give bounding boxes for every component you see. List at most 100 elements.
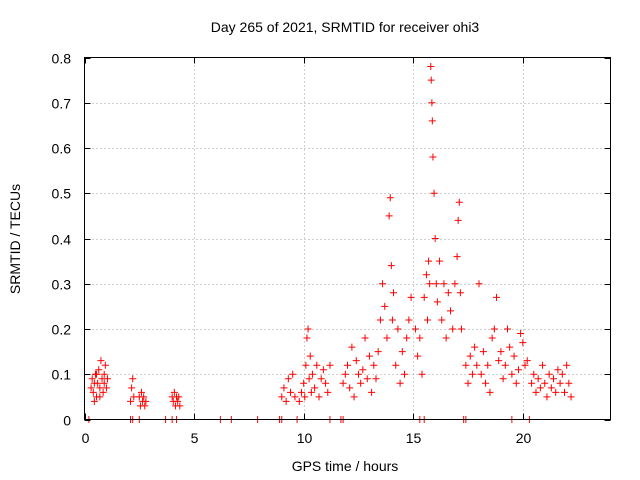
data-point <box>405 316 413 324</box>
data-point <box>89 388 97 396</box>
data-point <box>514 366 522 374</box>
data-point <box>387 262 395 270</box>
data-point <box>142 397 150 405</box>
x-tick-label: 5 <box>191 430 199 446</box>
data-point <box>128 384 136 392</box>
data-point <box>359 366 367 374</box>
data-point <box>495 357 503 365</box>
data-point <box>102 384 110 392</box>
data-point <box>517 330 525 338</box>
data-point <box>521 361 529 369</box>
data-point <box>282 397 290 405</box>
data-point <box>319 366 327 374</box>
data-point <box>88 375 96 383</box>
data-point <box>471 343 479 351</box>
data-point <box>350 393 358 401</box>
data-point <box>352 357 360 365</box>
data-point <box>558 370 566 378</box>
data-point <box>308 370 316 378</box>
data-point <box>284 375 292 383</box>
data-point <box>93 370 101 378</box>
data-point <box>403 334 411 342</box>
data-point <box>129 375 137 383</box>
y-tick-label: 0.6 <box>52 141 72 157</box>
data-point <box>468 370 476 378</box>
data-point <box>552 388 560 396</box>
data-point <box>383 334 391 342</box>
data-points <box>85 63 575 423</box>
data-point <box>99 388 107 396</box>
data-point <box>313 361 321 369</box>
data-point <box>499 375 507 383</box>
data-point <box>530 370 538 378</box>
data-point <box>501 361 509 369</box>
data-point <box>315 393 323 401</box>
data-point <box>370 361 378 369</box>
data-point <box>303 334 311 342</box>
data-point <box>539 361 547 369</box>
data-point <box>422 271 430 279</box>
data-point <box>442 334 450 342</box>
data-point <box>550 375 558 383</box>
data-point <box>547 384 555 392</box>
chart-title: Day 265 of 2021, SRMTID for receiver ohi… <box>211 19 480 35</box>
data-point <box>466 352 474 360</box>
x-tick-label: 20 <box>516 430 532 446</box>
data-point <box>326 361 334 369</box>
data-point <box>95 366 103 374</box>
data-point <box>490 325 498 333</box>
data-point <box>140 393 148 401</box>
data-point <box>170 388 178 396</box>
data-point <box>307 388 315 396</box>
data-point <box>174 397 182 405</box>
data-point <box>324 388 332 396</box>
data-point <box>563 361 571 369</box>
data-point <box>523 357 531 365</box>
data-point <box>427 63 435 71</box>
data-point <box>497 348 505 356</box>
data-point <box>438 316 446 324</box>
data-point <box>396 379 404 387</box>
data-point <box>372 375 380 383</box>
data-point <box>300 379 308 387</box>
data-point <box>430 189 438 197</box>
data-point <box>297 388 305 396</box>
data-point <box>388 316 396 324</box>
data-point <box>278 393 286 401</box>
x-axis-label: GPS time / hours <box>292 458 399 474</box>
y-tick-label: 0.3 <box>52 277 72 293</box>
data-point <box>374 348 382 356</box>
data-point <box>560 388 568 396</box>
y-tick-label: 0.1 <box>52 367 72 383</box>
data-point <box>291 393 299 401</box>
data-point <box>87 384 95 392</box>
data-point <box>379 280 387 288</box>
data-point <box>429 153 437 161</box>
y-tick-label: 0.4 <box>52 232 72 248</box>
data-point <box>317 375 325 383</box>
data-point <box>348 343 356 351</box>
data-point <box>508 370 516 378</box>
data-point <box>100 370 108 378</box>
data-point <box>394 325 402 333</box>
data-point <box>94 379 102 387</box>
data-point <box>357 379 365 387</box>
data-point <box>428 117 436 125</box>
data-point <box>567 393 575 401</box>
data-point <box>344 361 351 369</box>
data-point <box>400 370 408 378</box>
data-point <box>104 375 112 383</box>
data-point <box>416 334 424 342</box>
data-point <box>301 393 309 401</box>
data-point <box>433 298 441 306</box>
data-point <box>385 212 393 220</box>
y-axis-label: SRMTID / TECUs <box>7 184 23 294</box>
data-point <box>519 339 527 347</box>
data-point <box>96 393 104 401</box>
data-point <box>339 379 347 387</box>
data-point <box>376 316 384 324</box>
data-point <box>451 280 459 288</box>
data-point <box>418 370 426 378</box>
